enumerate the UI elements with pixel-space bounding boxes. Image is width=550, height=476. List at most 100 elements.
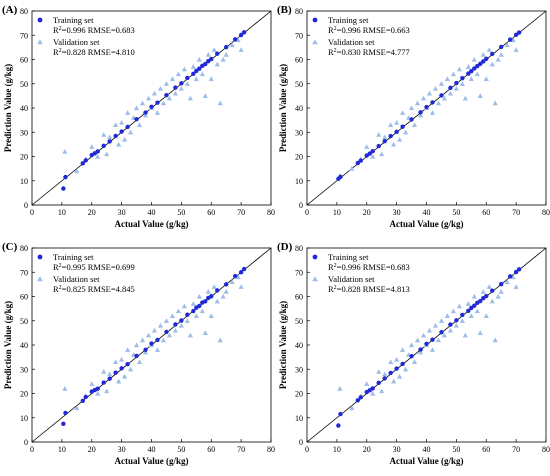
validation-point (426, 90, 433, 96)
x-tick-label: 70 (237, 208, 245, 217)
training-point (197, 66, 202, 71)
training-point (355, 398, 360, 403)
validation-point (127, 129, 134, 135)
validation-point (379, 151, 385, 157)
legend-series-name: Training set (328, 15, 369, 25)
rmse-value: 0.663 (391, 25, 410, 35)
training-point (424, 104, 429, 110)
training-point (394, 366, 399, 371)
y-tick-label: 50 (295, 317, 303, 326)
r2-value: 0.825 (66, 284, 85, 294)
training-point (424, 341, 429, 346)
validation-point (205, 52, 211, 57)
validation-point (136, 359, 143, 365)
training-point (400, 361, 405, 367)
training-point (516, 30, 522, 35)
validation-point (187, 332, 193, 338)
legend-series-name: Training set (53, 15, 94, 25)
training-point (119, 129, 124, 134)
x-tick-label: 20 (88, 445, 96, 454)
validation-point (376, 369, 382, 374)
legend-validation-marker (37, 276, 43, 282)
validation-point (376, 132, 382, 137)
training-point (113, 133, 118, 139)
validation-point (483, 76, 489, 81)
validation-point (163, 81, 170, 86)
validation-point (199, 308, 205, 314)
legend-stats: R2=0.996 RMSE=0.683 (328, 262, 410, 272)
y-axis-title: Prediction Value (g/kg) (3, 64, 13, 152)
validation-point (101, 369, 107, 374)
validation-point (229, 42, 235, 48)
validation-point (495, 56, 501, 62)
validation-point (139, 337, 146, 343)
training-point (490, 51, 495, 57)
training-point (460, 312, 465, 318)
validation-point (394, 356, 400, 362)
validation-point (402, 366, 409, 372)
training-point (460, 75, 465, 81)
training-point (355, 160, 360, 166)
training-point (185, 312, 190, 317)
validation-point (119, 119, 125, 125)
y-tick-label: 70 (295, 31, 303, 40)
validation-point (429, 110, 436, 115)
training-point (472, 303, 477, 308)
training-point (388, 370, 393, 376)
rmse-value: 4.810 (116, 47, 135, 57)
validation-point (175, 71, 181, 77)
training-point (215, 51, 220, 56)
validation-point (441, 95, 448, 101)
rmse-value: 4.813 (391, 284, 410, 294)
validation-point (116, 141, 122, 147)
rmse-value: 0.699 (116, 262, 135, 272)
validation-point (432, 86, 439, 91)
validation-point (411, 122, 418, 128)
validation-point (411, 359, 418, 365)
validation-point (119, 356, 125, 362)
training-point (409, 353, 414, 359)
validation-point (151, 90, 158, 96)
validation-point (429, 347, 436, 352)
y-tick-label: 20 (295, 390, 303, 399)
validation-point (116, 378, 122, 384)
y-axis-title: Prediction Value (g/kg) (278, 64, 288, 152)
validation-point (462, 332, 468, 338)
training-point (179, 318, 184, 323)
y-tick-label: 40 (20, 341, 28, 350)
y-tick-label: 0 (299, 438, 303, 447)
validation-point (122, 373, 128, 379)
validation-point (513, 284, 519, 289)
training-point (223, 282, 229, 287)
validation-point (474, 308, 480, 314)
x-tick-label: 70 (512, 445, 520, 454)
x-tick-label: 80 (267, 208, 275, 217)
training-point (203, 299, 208, 304)
training-point (241, 266, 247, 272)
y-axis-title: Prediction Value (g/kg) (3, 301, 13, 389)
rmse-value: 4.845 (116, 284, 135, 294)
training-point (382, 139, 387, 144)
training-point (439, 329, 444, 335)
rmse-value: 0.683 (116, 25, 135, 35)
legend-series-name: Validation set (328, 274, 375, 284)
training-point (418, 110, 423, 115)
chart-panel: 0 10 20 30 40 50 60 70 80 0 10 20 30 40 50 60 70 80 Actual… (277, 4, 550, 229)
chart-panel: 0 10 20 30 40 50 60 70 80 0 10 20 30 40 50 60 70 80 Actual… (2, 4, 275, 229)
validation-point (169, 76, 176, 81)
validation-point (414, 100, 421, 106)
y-tick-label: 50 (20, 80, 28, 89)
training-point (448, 322, 453, 327)
validation-point (101, 132, 107, 137)
validation-point (400, 110, 406, 115)
training-point (484, 293, 489, 299)
validation-point (190, 64, 196, 69)
x-tick-label: 50 (177, 445, 185, 454)
legend-training-marker (37, 254, 43, 260)
validation-point (208, 76, 214, 81)
x-tick-label: 50 (452, 208, 460, 217)
training-point (215, 288, 220, 293)
training-point (191, 71, 196, 77)
validation-point (382, 371, 388, 377)
